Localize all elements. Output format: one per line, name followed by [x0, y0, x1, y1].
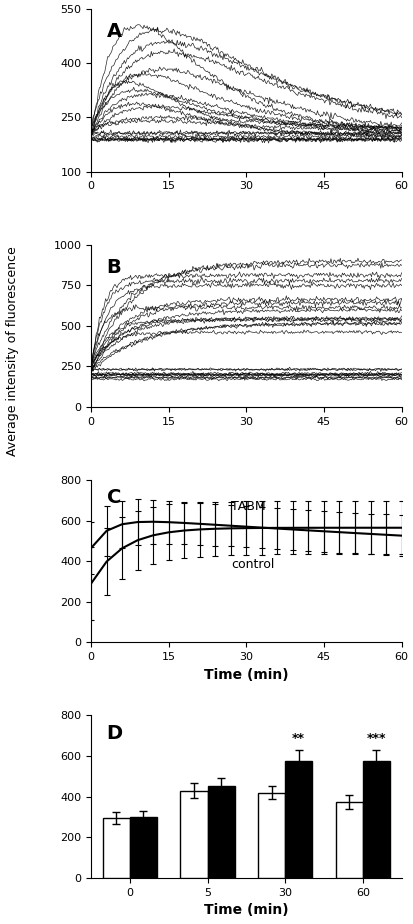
Bar	[130, 817, 157, 878]
Text: A: A	[107, 22, 121, 42]
Bar	[285, 761, 311, 878]
Text: D: D	[107, 723, 122, 743]
Text: **: **	[292, 732, 304, 745]
Text: control: control	[230, 558, 273, 571]
Bar	[335, 802, 362, 878]
Text: Average intensity of fluorescence: Average intensity of fluorescence	[6, 246, 19, 456]
Text: C: C	[107, 488, 121, 507]
Bar	[207, 786, 234, 878]
Bar	[102, 818, 130, 878]
Bar	[257, 793, 285, 878]
X-axis label: Time (min): Time (min)	[204, 668, 288, 682]
X-axis label: Time (min): Time (min)	[204, 903, 288, 918]
Text: B: B	[107, 258, 121, 276]
Bar	[362, 761, 389, 878]
Text: ***: ***	[366, 732, 385, 745]
Text: TABM: TABM	[230, 500, 265, 513]
Bar	[180, 791, 207, 878]
